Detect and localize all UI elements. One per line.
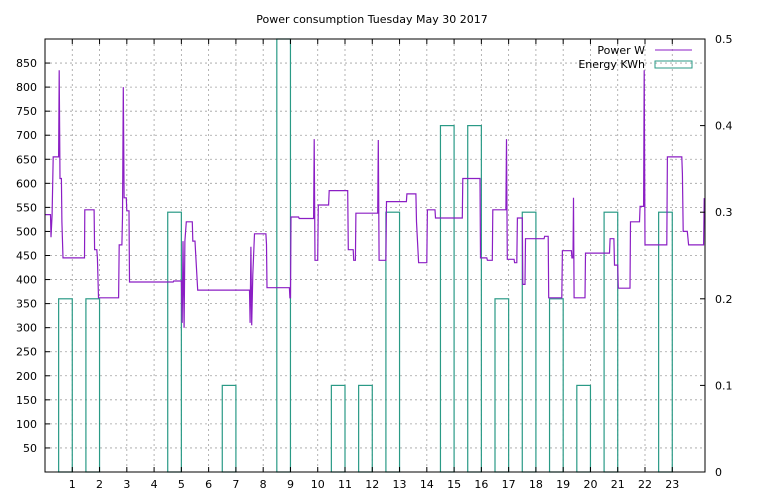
x-tick-label: 9 — [287, 478, 294, 491]
energy-bar — [385, 211, 401, 473]
y2-tick-label: 0.4 — [715, 120, 733, 133]
x-tick-label: 8 — [260, 478, 267, 491]
y-tick-label: 750 — [16, 105, 37, 118]
y-tick-label: 700 — [16, 129, 37, 142]
x-tick-label: 23 — [665, 478, 679, 491]
y2-tick-label: 0.1 — [715, 379, 733, 392]
y-tick-label: 800 — [16, 81, 37, 94]
energy-bar — [494, 298, 510, 473]
energy-bar — [467, 124, 482, 473]
x-tick-label: 21 — [611, 478, 625, 491]
x-tick-label: 19 — [556, 478, 570, 491]
y-tick-label: 850 — [16, 57, 37, 70]
x-tick-label: 5 — [178, 478, 185, 491]
x-tick-label: 1 — [69, 478, 76, 491]
y-tick-label: 450 — [16, 250, 37, 263]
y-tick-label: 400 — [16, 274, 37, 287]
x-tick-label: 16 — [474, 478, 488, 491]
x-tick-label: 20 — [583, 478, 597, 491]
y-tick-label: 300 — [16, 322, 37, 335]
x-tick-label: 3 — [123, 478, 130, 491]
x-tick-label: 11 — [338, 478, 352, 491]
x-tick-label: 10 — [311, 478, 325, 491]
y2-tick-label: 0 — [715, 466, 722, 479]
energy-bar — [521, 211, 537, 473]
x-tick-label: 2 — [96, 478, 103, 491]
energy-bar — [658, 211, 673, 473]
axes: 1 2 3 4 5 6 7 8 9 10 11 12 13 14 15 16 17 18 19 20 21 22 23501… — [16, 33, 733, 491]
x-tick-label: 13 — [393, 478, 407, 491]
y-tick-label: 100 — [16, 418, 37, 431]
legend-swatch-energy — [654, 60, 693, 69]
y-tick-label: 600 — [16, 177, 37, 190]
energy-bar — [221, 384, 237, 473]
energy-bar — [58, 298, 73, 473]
y-tick-label: 200 — [16, 370, 37, 383]
x-tick-label: 15 — [447, 478, 461, 491]
y2-tick-label: 0.5 — [715, 33, 733, 46]
y-tick-label: 550 — [16, 201, 37, 214]
power-line-layer — [45, 70, 705, 328]
power-line — [45, 70, 705, 328]
energy-bar — [548, 298, 564, 473]
energy-bar — [330, 384, 346, 473]
y-tick-label: 50 — [23, 442, 37, 455]
y-tick-label: 350 — [16, 298, 37, 311]
energy-bar — [358, 384, 373, 473]
y-tick-label: 250 — [16, 346, 37, 359]
x-tick-label: 7 — [232, 478, 239, 491]
x-tick-label: 17 — [502, 478, 516, 491]
legend: Power W Energy KWh — [578, 44, 693, 71]
x-tick-label: 14 — [420, 478, 434, 491]
grid — [45, 39, 705, 472]
energy-bar — [85, 298, 101, 473]
legend-label-power: Power W — [597, 44, 645, 57]
y-tick-label: 650 — [16, 153, 37, 166]
y-tick-label: 150 — [16, 394, 37, 407]
y-tick-label: 500 — [16, 225, 37, 238]
x-tick-label: 4 — [151, 478, 158, 491]
chart-title: Power consumption Tuesday May 30 2017 — [256, 13, 487, 26]
energy-bar — [276, 38, 292, 473]
x-tick-label: 12 — [365, 478, 379, 491]
energy-bar — [167, 211, 182, 473]
energy-bar — [576, 384, 592, 473]
energy-bar — [439, 124, 455, 473]
x-tick-label: 18 — [529, 478, 543, 491]
y2-tick-label: 0.2 — [715, 293, 733, 306]
x-tick-label: 22 — [638, 478, 652, 491]
x-tick-label: 6 — [205, 478, 212, 491]
legend-label-energy: Energy KWh — [578, 58, 645, 71]
energy-bar — [603, 211, 619, 473]
y2-tick-label: 0.3 — [715, 206, 733, 219]
